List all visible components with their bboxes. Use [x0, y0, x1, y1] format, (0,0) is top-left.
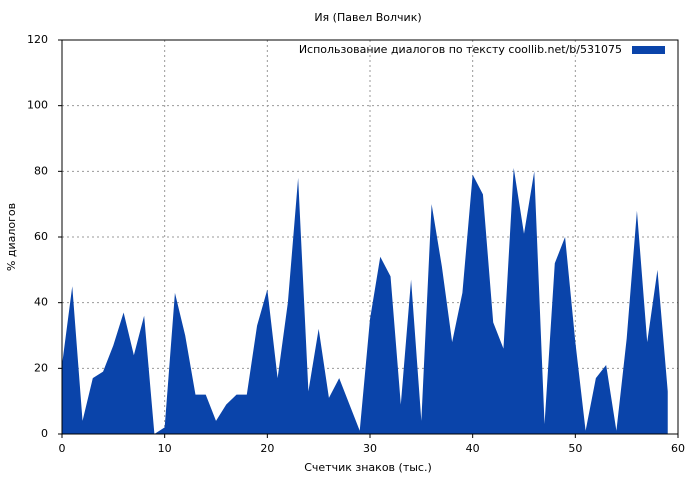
y-tick-label: 80	[34, 164, 48, 177]
legend-label: Использование диалогов по тексту coollib…	[299, 43, 622, 56]
y-tick-label: 40	[34, 296, 48, 309]
y-tick-label: 100	[27, 99, 48, 112]
y-tick-label: 0	[41, 427, 48, 440]
x-tick-label: 40	[466, 442, 480, 455]
x-tick-label: 10	[158, 442, 172, 455]
x-tick-label: 0	[59, 442, 66, 455]
x-tick-label: 30	[363, 442, 377, 455]
y-tick-label: 60	[34, 230, 48, 243]
y-axis-label: % диалогов	[5, 203, 18, 271]
x-tick-label: 60	[671, 442, 685, 455]
x-axis-label: Счетчик знаков (тыс.)	[304, 461, 432, 474]
legend-swatch	[632, 46, 665, 54]
y-tick-label: 20	[34, 361, 48, 374]
area	[62, 168, 668, 435]
chart-title: Ия (Павел Волчик)	[314, 11, 421, 24]
x-tick-label: 20	[260, 442, 274, 455]
x-tick-label: 50	[568, 442, 582, 455]
y-tick-label: 120	[27, 33, 48, 46]
